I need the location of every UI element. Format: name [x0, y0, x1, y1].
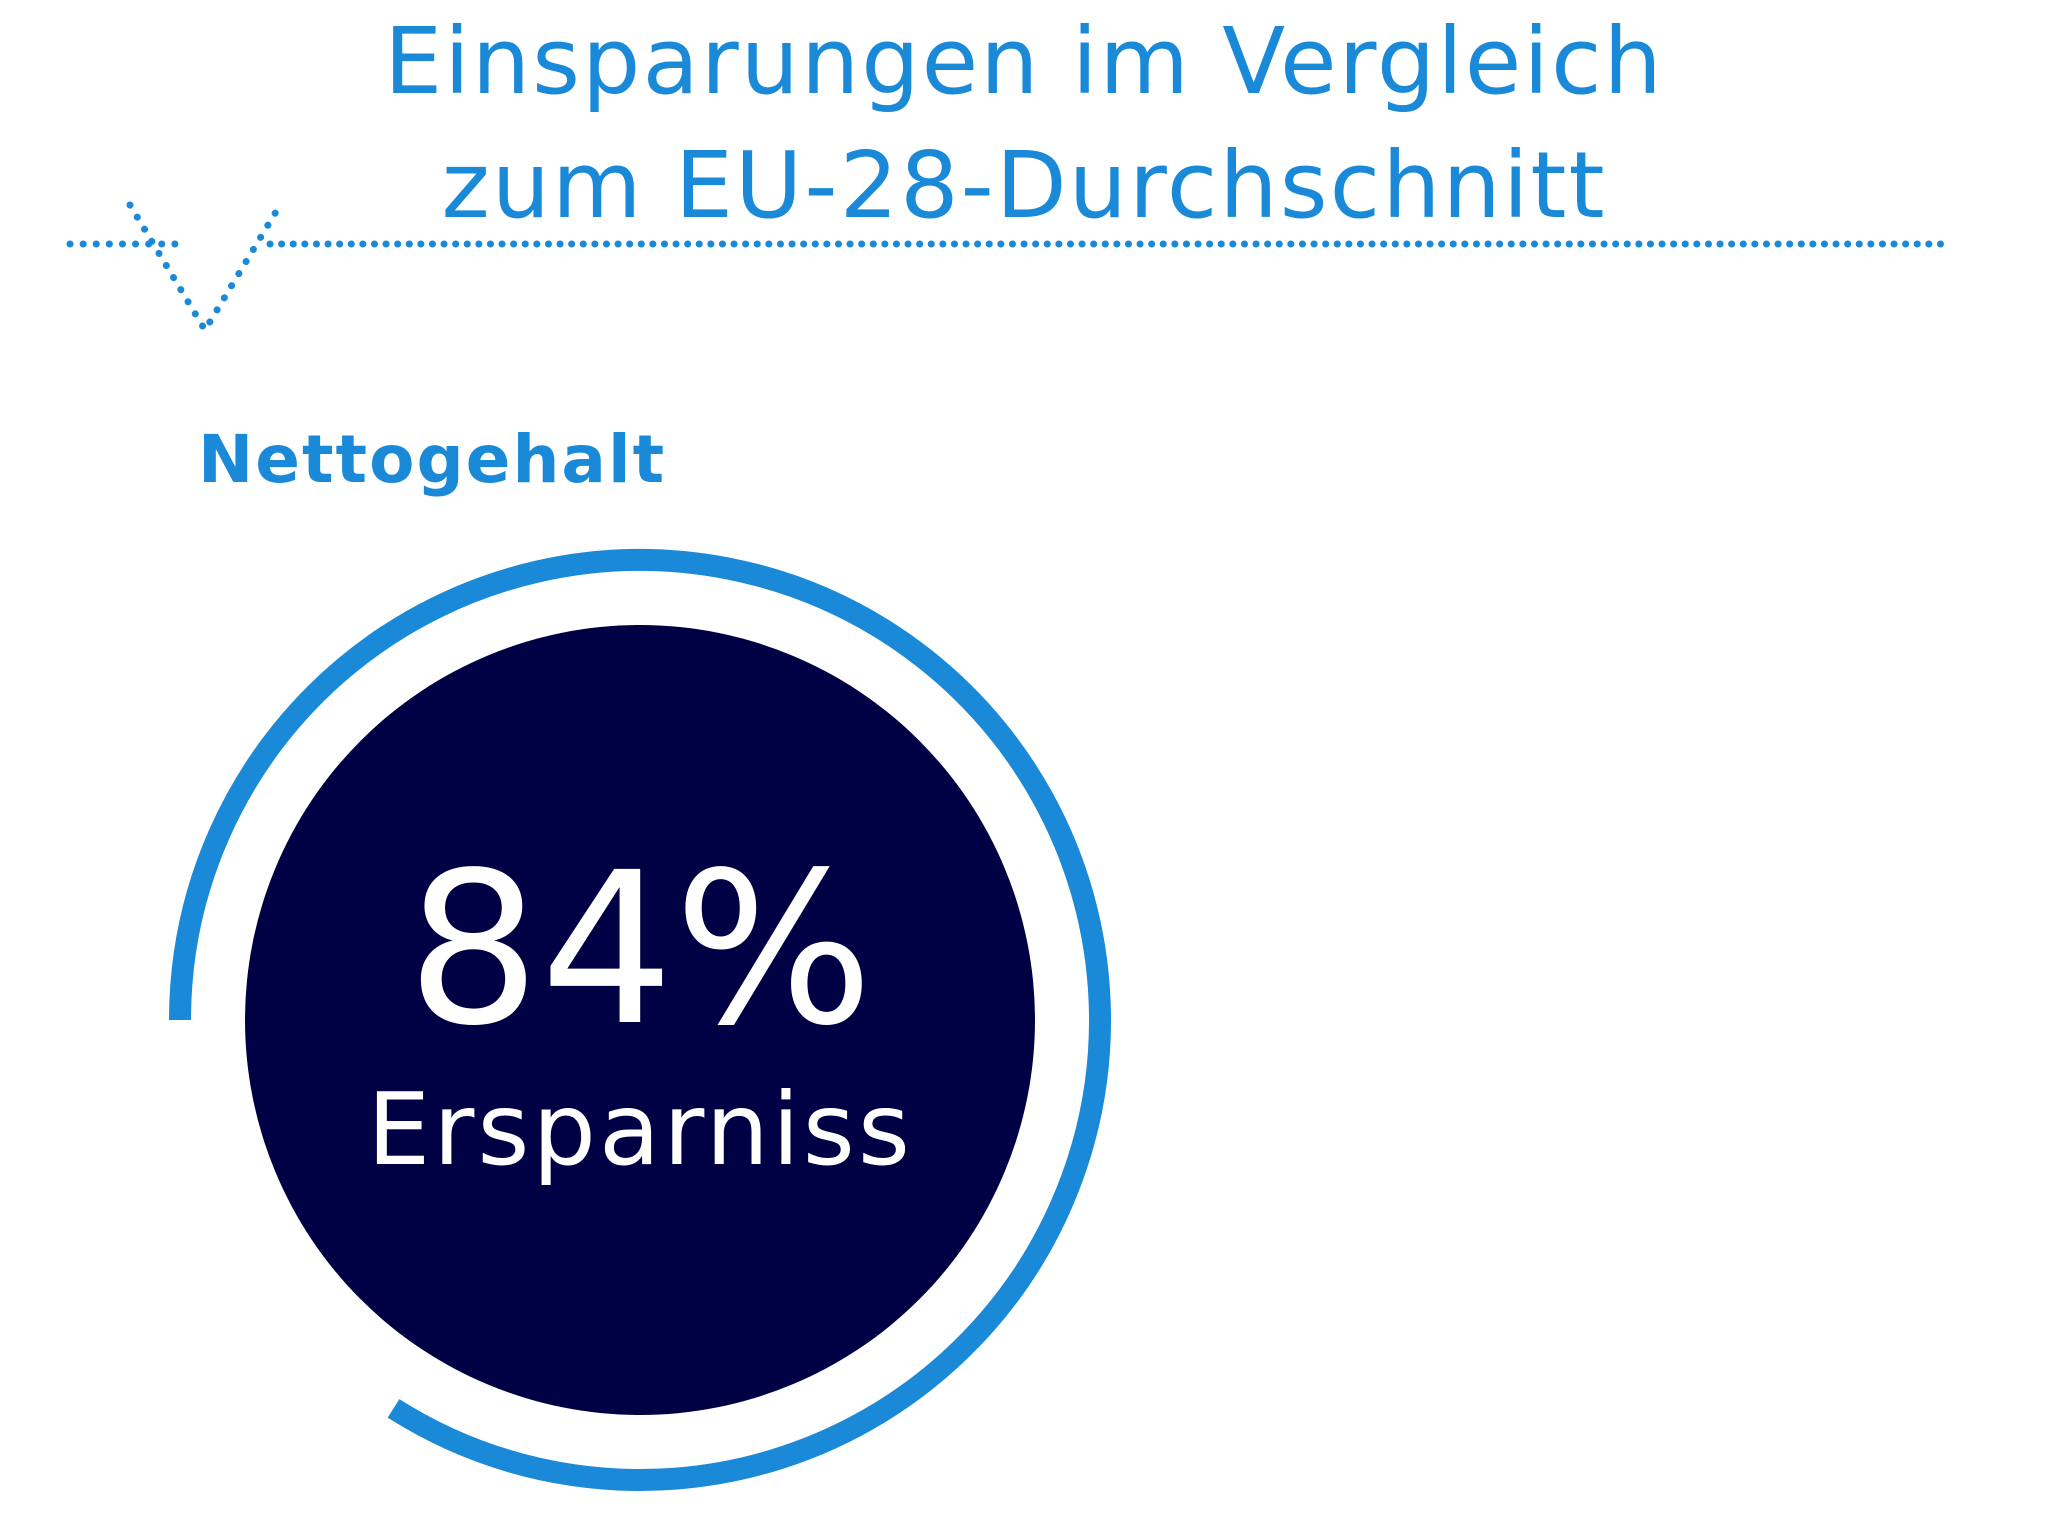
gauge-progress-arc — [169, 549, 1111, 1491]
chevron-down-icon — [126, 201, 284, 334]
page-title: Einsparungen im Vergleich zum EU-28-Durc… — [0, 0, 2048, 248]
gauge-value-label: 84% — [406, 827, 874, 1072]
savings-gauge — [169, 549, 1111, 1491]
title-line-1: Einsparungen im Vergleich — [384, 8, 1664, 115]
gauge-label: 84% Ersparniss — [160, 540, 1120, 1500]
section-label: Nettogehalt — [198, 421, 667, 498]
dotted-divider — [66, 201, 1954, 334]
gauge-center-circle — [245, 625, 1035, 1415]
gauge-caption-label: Ersparniss — [367, 1071, 913, 1188]
title-line-2: zum EU-28-Durchschnitt — [441, 132, 1607, 239]
